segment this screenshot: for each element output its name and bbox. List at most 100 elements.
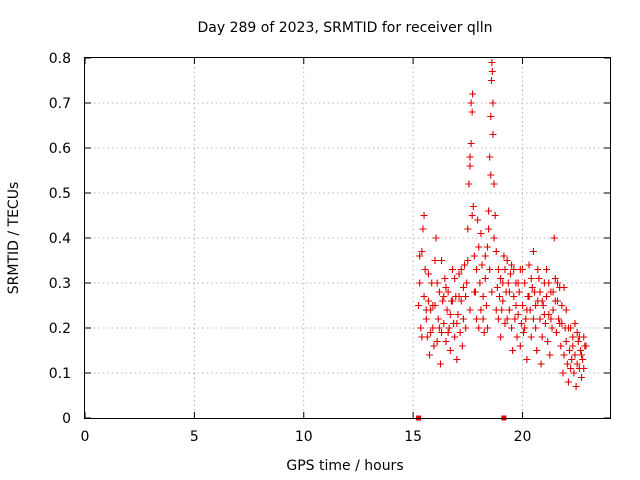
data-point (466, 153, 474, 161)
data-point (582, 342, 590, 350)
data-point (439, 297, 447, 305)
data-point (519, 302, 526, 309)
data-point (486, 153, 494, 161)
data-point (535, 275, 543, 282)
data-point (569, 342, 577, 350)
data-point (470, 252, 478, 260)
data-point (482, 302, 490, 309)
data-point (468, 212, 476, 219)
data-point (501, 266, 509, 273)
data-point (570, 369, 578, 377)
data-point (435, 324, 443, 332)
data-point (418, 333, 426, 341)
data-point (431, 257, 439, 264)
data-point (566, 347, 574, 354)
data-point (534, 266, 542, 273)
data-point (457, 266, 465, 273)
y-tick-label: 0.7 (49, 96, 71, 112)
data-point (558, 302, 566, 309)
data-point (453, 320, 461, 327)
data-point (549, 306, 557, 314)
data-point (459, 284, 467, 291)
data-point (497, 333, 505, 341)
data-point (480, 329, 488, 336)
data-point (481, 275, 489, 282)
data-point (421, 266, 429, 273)
data-point (485, 207, 493, 215)
data-point (417, 324, 425, 332)
data-point (548, 324, 556, 332)
data-point (477, 230, 485, 237)
data-point (562, 338, 570, 345)
data-point (551, 297, 559, 305)
data-point (488, 288, 496, 296)
data-point (489, 131, 497, 138)
data-point (563, 360, 571, 368)
data-point (492, 306, 500, 314)
data-point (522, 315, 530, 323)
data-point (427, 329, 435, 336)
y-tick-label: 0.2 (49, 321, 71, 337)
y-tick-label: 0.4 (49, 231, 71, 247)
data-point (532, 302, 540, 309)
data-point (546, 351, 554, 359)
data-point (476, 279, 484, 287)
data-point (487, 77, 495, 84)
data-point (539, 302, 547, 309)
data-point (485, 225, 493, 233)
data-point (538, 333, 546, 341)
data-point (529, 315, 537, 323)
data-point (514, 279, 522, 287)
data-point (462, 293, 470, 300)
data-point (551, 275, 559, 282)
data-point (486, 266, 494, 273)
data-point (488, 68, 496, 75)
data-point (445, 324, 453, 332)
data-point (465, 180, 473, 188)
data-point (442, 338, 450, 345)
data-point (419, 225, 427, 233)
data-point (547, 315, 555, 323)
data-point (451, 333, 459, 341)
data-point (510, 293, 518, 300)
data-point (506, 270, 514, 278)
data-point (416, 279, 424, 287)
data-point (484, 243, 491, 251)
data-point (463, 279, 471, 287)
data-point (422, 306, 430, 314)
data-point (543, 293, 551, 300)
data-point (467, 140, 475, 147)
data-point (434, 315, 442, 323)
data-point (459, 315, 467, 323)
data-point (533, 347, 541, 354)
data-point (519, 266, 526, 273)
data-point (456, 329, 464, 336)
data-point (559, 369, 567, 377)
data-point (493, 284, 501, 291)
data-point (487, 113, 495, 120)
data-point (436, 360, 444, 368)
y-tick-label: 0 (62, 411, 71, 427)
data-point (503, 257, 511, 264)
data-point (549, 288, 557, 296)
data-point (579, 356, 587, 363)
data-point (537, 360, 545, 368)
data-point (554, 279, 561, 287)
data-point (520, 329, 528, 336)
data-point (503, 315, 511, 323)
data-point (504, 279, 512, 287)
data-point (501, 320, 509, 327)
y-tick-label: 0.6 (49, 141, 71, 157)
data-point (469, 90, 477, 98)
data-point (444, 329, 452, 336)
x-axis-label: GPS time / hours (286, 458, 403, 474)
data-point (466, 306, 474, 314)
data-point (432, 234, 440, 242)
data-point (517, 320, 525, 327)
data-point (424, 297, 432, 305)
data-point (481, 252, 489, 260)
data-point (457, 297, 465, 305)
data-point (516, 342, 524, 350)
data-point (484, 324, 491, 332)
